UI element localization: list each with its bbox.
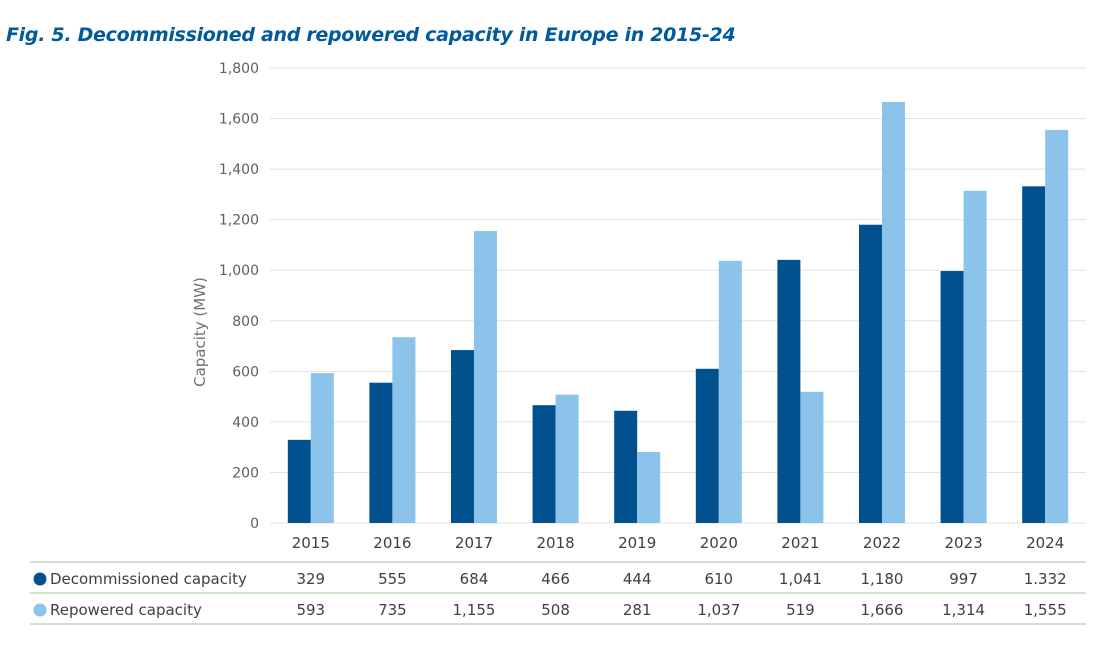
bar-decommissioned-2022 (859, 224, 882, 523)
bar-repowered-2020 (718, 260, 742, 523)
x-tick-label: 2021 (781, 534, 819, 552)
series-label: Repowered capacity (50, 601, 202, 619)
x-tick-label: 2017 (455, 534, 493, 552)
bar-repowered-2019 (637, 451, 661, 523)
table-cell: 555 (378, 570, 407, 588)
x-tick-label: 2016 (373, 534, 411, 552)
y-axis-title: Capacity (MW) (191, 277, 209, 387)
bar-repowered-2022 (882, 101, 905, 523)
table-cell: 1,180 (861, 570, 904, 588)
x-tick-label: 2022 (863, 534, 901, 552)
table-cell: 1,041 (779, 570, 822, 588)
y-tick-label: 1,400 (219, 162, 259, 178)
bar-decommissioned-2016 (369, 382, 393, 523)
bar-repowered-2024 (1045, 129, 1069, 524)
table-cell: 684 (460, 570, 489, 588)
table-cell: 519 (786, 601, 815, 619)
table-cell: 1,314 (942, 601, 985, 619)
bars (287, 101, 1069, 524)
x-axis-ticks: 2015 2016 2017 2018 2019 2020 2021 2022 2023 2024 (292, 534, 1065, 552)
table-cell: 1.332 (1024, 570, 1067, 588)
y-tick-label: 1,000 (219, 263, 259, 279)
y-tick-label: 200 (232, 465, 259, 481)
table-cell: 466 (541, 570, 570, 588)
table-cell: 735 (378, 601, 407, 619)
bar-decommissioned-2020 (695, 368, 719, 523)
chart-title: Fig. 5. Decommissioned and repowered cap… (6, 24, 736, 46)
y-tick-label: 1,600 (219, 112, 259, 128)
y-tick-label: 0 (250, 516, 259, 532)
bar-decommissioned-2017 (451, 350, 474, 523)
bar-decommissioned-2018 (532, 405, 556, 523)
x-tick-label: 2020 (700, 534, 738, 552)
table-cell: 1,555 (1024, 601, 1067, 619)
bar-decommissioned-2015 (287, 439, 311, 523)
legend-swatch-repowered (33, 603, 47, 617)
x-tick-label: 2024 (1026, 534, 1064, 552)
table-cell: 508 (541, 601, 570, 619)
bar-repowered-2021 (800, 391, 824, 523)
bar-repowered-2016 (392, 337, 416, 523)
data-table: Decommissioned capacity 329 555 684 466 444 61… (30, 561, 1086, 625)
y-tick-label: 1,200 (219, 213, 259, 229)
bar-decommissioned-2019 (614, 410, 638, 523)
table-cell: 281 (623, 601, 652, 619)
bar-repowered-2017 (474, 231, 497, 523)
x-tick-label: 2023 (945, 534, 983, 552)
series-label: Decommissioned capacity (50, 570, 247, 588)
x-tick-label: 2015 (292, 534, 330, 552)
legend-swatch-decommissioned (33, 572, 47, 586)
y-tick-label: 1,800 (219, 61, 259, 77)
table-cell: 997 (949, 570, 978, 588)
y-tick-label: 800 (232, 314, 259, 330)
bar-repowered-2015 (310, 373, 334, 523)
x-tick-label: 2019 (618, 534, 656, 552)
bar-decommissioned-2021 (777, 259, 801, 523)
bar-repowered-2023 (963, 190, 987, 523)
y-tick-label: 400 (232, 415, 259, 431)
y-tick-label: 600 (232, 364, 259, 380)
y-axis-ticks: 0 200 400 600 800 1,000 1,200 1,400 1,600 1,800 (219, 61, 259, 532)
table-cell: 1,666 (861, 601, 904, 619)
bar-decommissioned-2024 (1022, 186, 1046, 524)
table-cell: 610 (704, 570, 733, 588)
bar-decommissioned-2023 (940, 270, 964, 523)
table-cell: 1,037 (697, 601, 740, 619)
bar-repowered-2018 (555, 394, 579, 523)
table-cell: 593 (296, 601, 325, 619)
table-cell: 444 (623, 570, 652, 588)
table-cell: 329 (296, 570, 325, 588)
table-cell: 1,155 (453, 601, 496, 619)
x-tick-label: 2018 (537, 534, 575, 552)
